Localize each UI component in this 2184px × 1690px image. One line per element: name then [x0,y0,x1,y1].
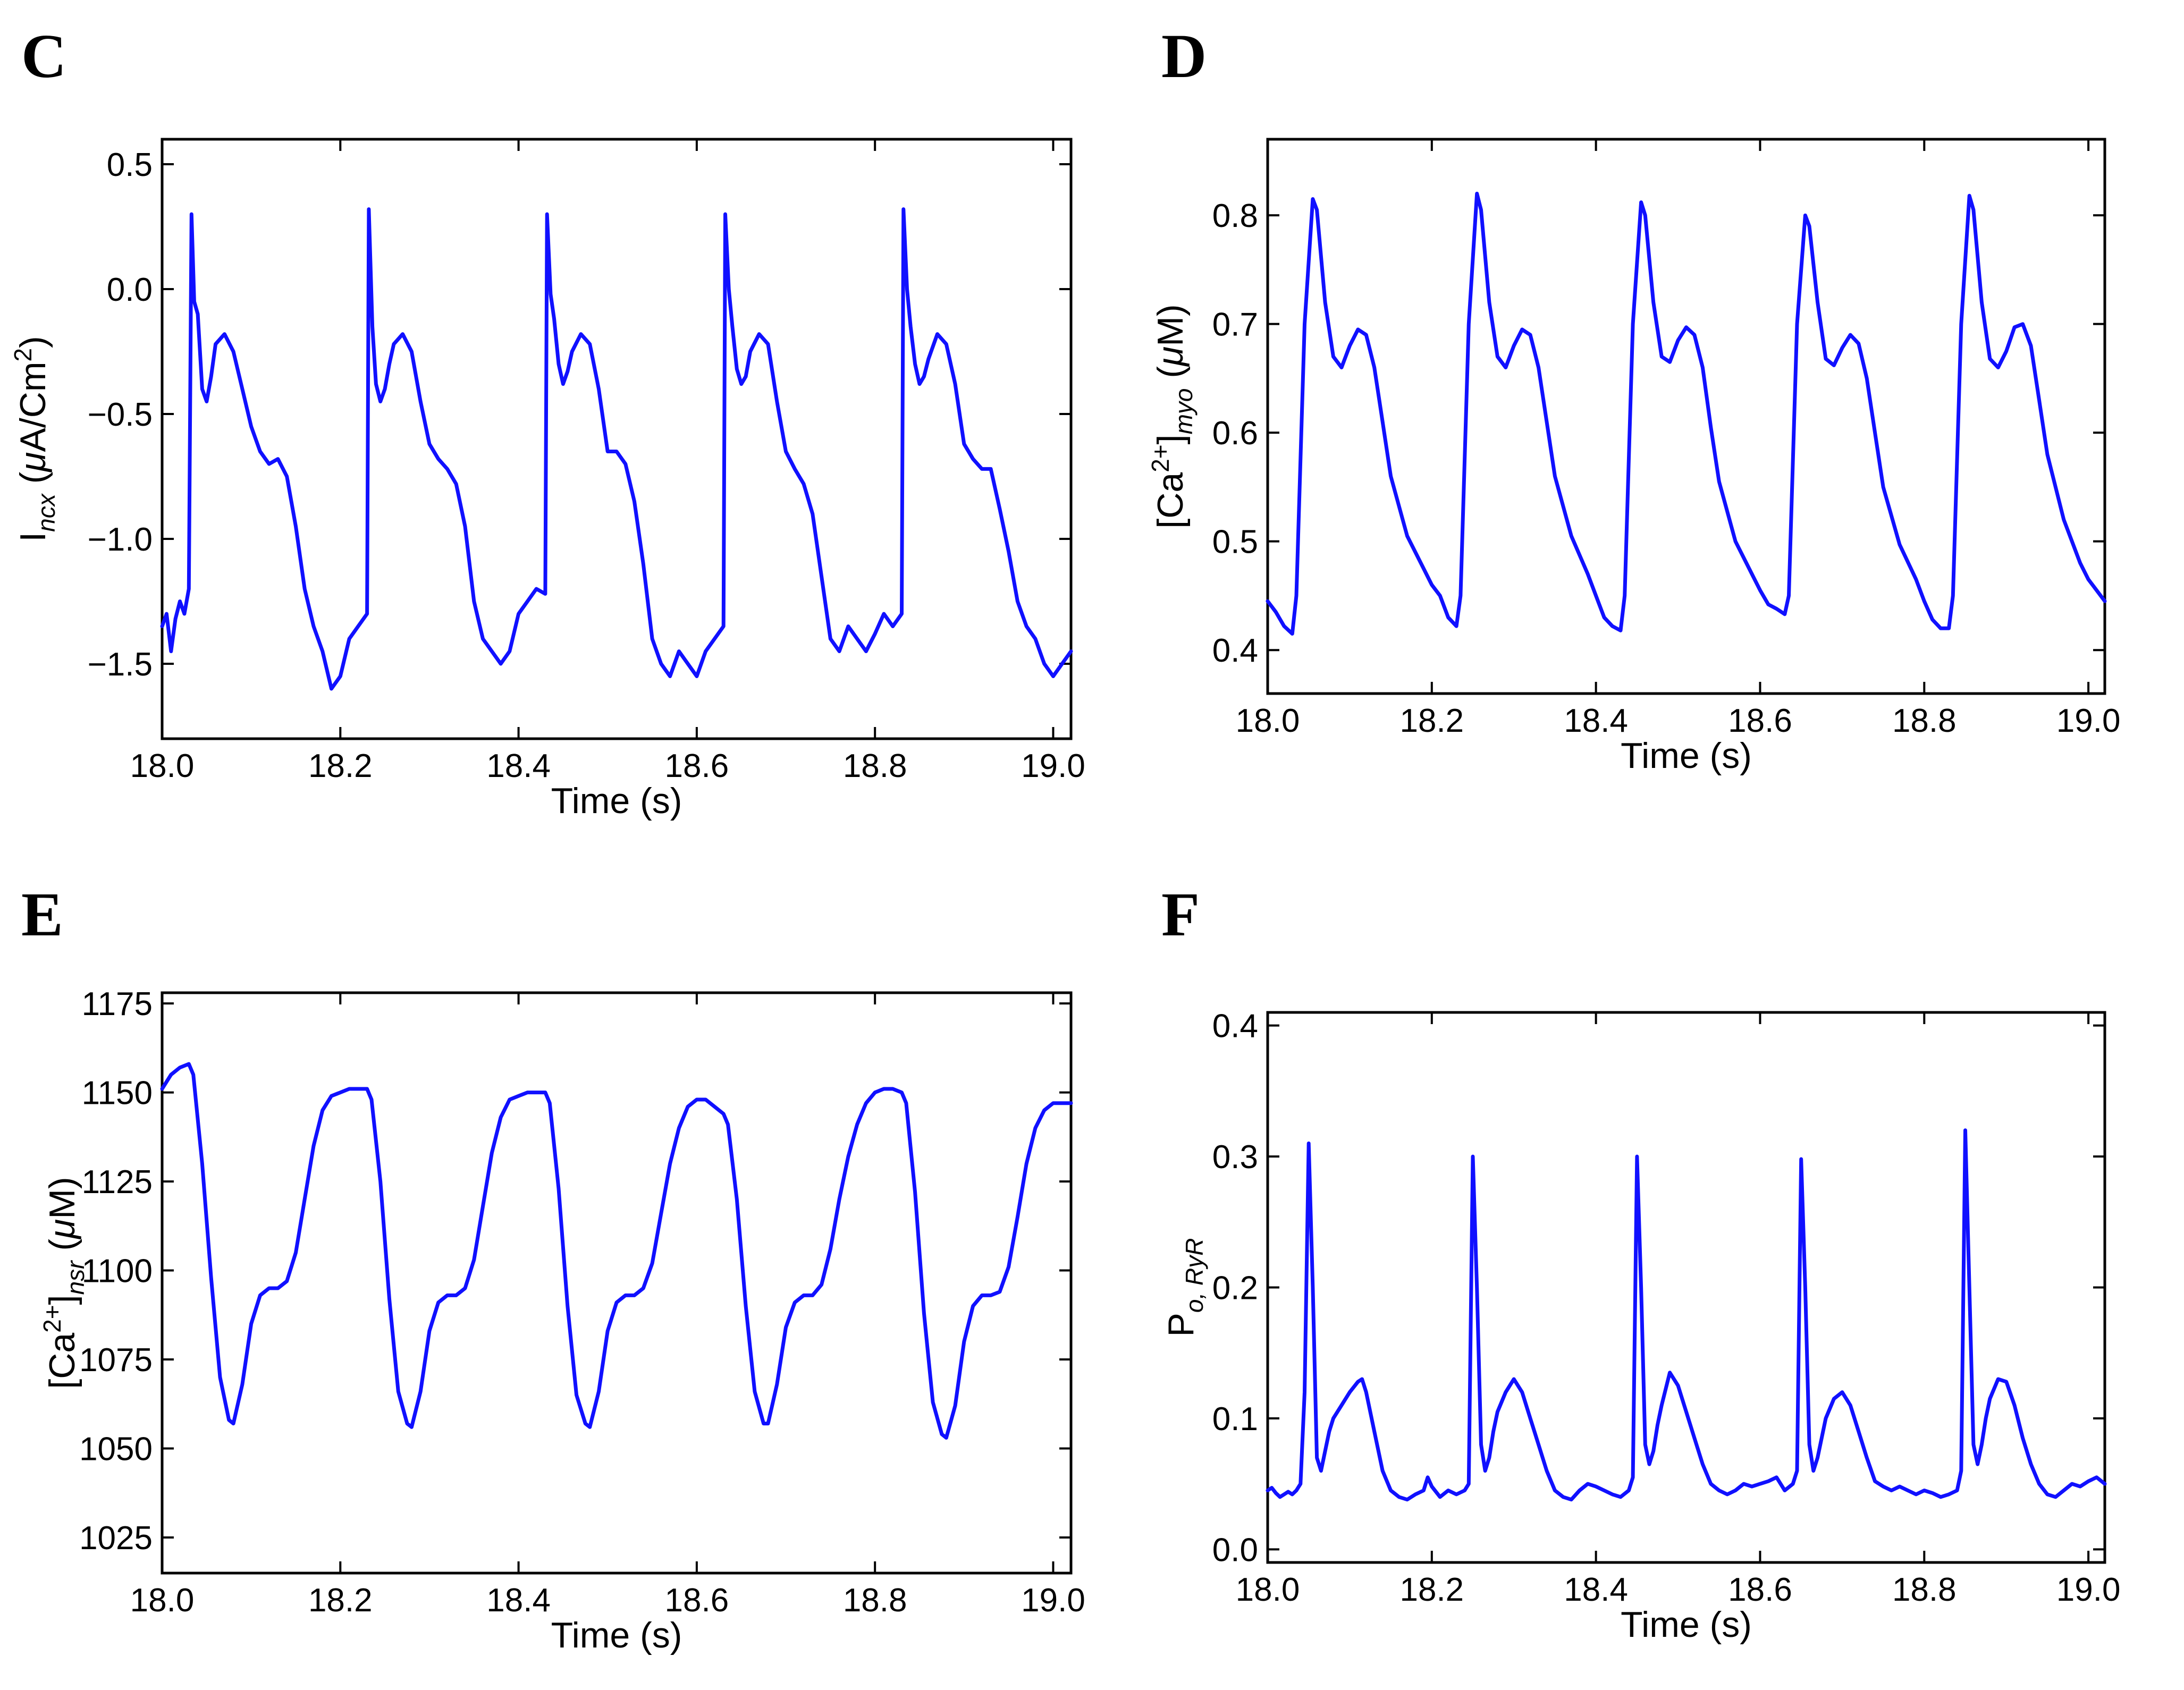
panel-f: F 18.0 18.2 18.4 18.6 18.8 19.0 0.0 0.1 0.2 0.3 0.4… [1161,880,2120,1645]
x-tick-label: 18.6 [1728,1571,1792,1608]
panel-letter: E [21,880,63,949]
y-tick-label: 1025 [79,1520,153,1557]
x-axis-label: Time (s) [1621,736,1752,776]
x-tick-label: 18.8 [1892,1571,1957,1608]
y-tick-label: 0.3 [1212,1139,1258,1176]
y-tick-label: 0.2 [1212,1270,1258,1307]
y-tick-label: 0.5 [1212,524,1258,561]
y-tick-label: 1175 [82,986,153,1023]
x-tick-label: 18.4 [1564,703,1628,739]
x-tick-label: 19.0 [2056,1571,2121,1608]
x-tick-label: 18.6 [665,748,729,784]
plot-frame [161,991,1073,1575]
series-line-ca-nsr [160,1062,1073,1440]
plot-frame [161,138,1073,740]
y-axis-label: [Ca2+]nsr (μM) [38,1177,89,1389]
y-tick-label: −0.5 [88,396,153,433]
series-line-ca-myo [1266,191,2107,636]
x-tick-label: 18.4 [486,1582,551,1619]
x-tick-label: 18.0 [130,1582,195,1619]
y-tick-label: 1075 [79,1342,153,1379]
x-tick-label: 18.6 [665,1582,729,1619]
y-tick-label: 1125 [82,1164,153,1201]
y-tick-label: 1050 [79,1431,153,1468]
y-axis-label: [Ca2+]myo (μM) [1146,304,1198,528]
y-tick-label: 0.4 [1212,632,1258,669]
x-tick-label: 18.0 [1236,1571,1300,1608]
y-tick-label: 0.6 [1212,415,1258,452]
x-axis-label: Time (s) [551,1615,682,1655]
y-axis-label: Incx (μA/Cm2) [9,336,60,542]
y-tick-label: −1.0 [88,521,153,558]
plot-frame [1266,1011,2106,1564]
panel-e: E 18.0 18.2 18.4 18.6 18.8 19.0 1025 1050 1075 110… [21,880,1085,1655]
x-tick-label: 18.8 [843,748,907,784]
y-tick-label: −1.5 [88,646,153,683]
y-axis-label: Po, RyR [1161,1238,1208,1337]
x-tick-label: 18.8 [843,1582,907,1619]
x-tick-label: 18.2 [308,748,373,784]
y-tick-label: 0.0 [107,272,153,308]
y-tick-label: 0.0 [1212,1532,1258,1568]
x-tick-label: 18.2 [308,1582,373,1619]
y-tick-label: 0.1 [1212,1401,1258,1438]
y-tick-label: 1150 [82,1075,153,1112]
x-tick-label: 18.4 [486,748,551,784]
panel-letter: D [1161,21,1207,91]
x-tick-label: 18.4 [1564,1571,1628,1608]
x-tick-label: 18.8 [1892,703,1957,739]
y-tick-label: 0.5 [107,147,153,183]
x-tick-label: 18.6 [1728,703,1792,739]
plot-frame [1266,138,2106,695]
y-tick-label: 0.7 [1212,307,1258,343]
panel-letter: F [1161,880,1200,949]
x-tick-label: 18.0 [130,748,195,784]
x-tick-label: 19.0 [1021,748,1085,784]
y-tick-label: 1100 [82,1253,153,1290]
series-line-po-ryr [1266,1128,2107,1502]
x-axis-label: Time (s) [1621,1604,1752,1645]
x-tick-label: 19.0 [1021,1582,1085,1619]
y-tick-label: 0.8 [1212,198,1258,234]
x-tick-label: 18.2 [1399,703,1464,739]
x-tick-label: 19.0 [2056,703,2121,739]
series-line-i-ncx [160,207,1073,691]
panel-letter: C [21,21,66,91]
x-axis-label: Time (s) [551,781,682,821]
panel-c: C 18.0 18.2 18.4 18.6 18.8 19.0 −1.5 −1.0 −0.5 0.0… [9,21,1085,821]
x-tick-label: 18.0 [1236,703,1300,739]
x-tick-label: 18.2 [1399,1571,1464,1608]
y-tick-label: 0.4 [1212,1008,1258,1045]
panel-d: D 18.0 18.2 18.4 18.6 18.8 19.0 0.4 0.5 0.6 0.7 0.8… [1146,21,2120,776]
